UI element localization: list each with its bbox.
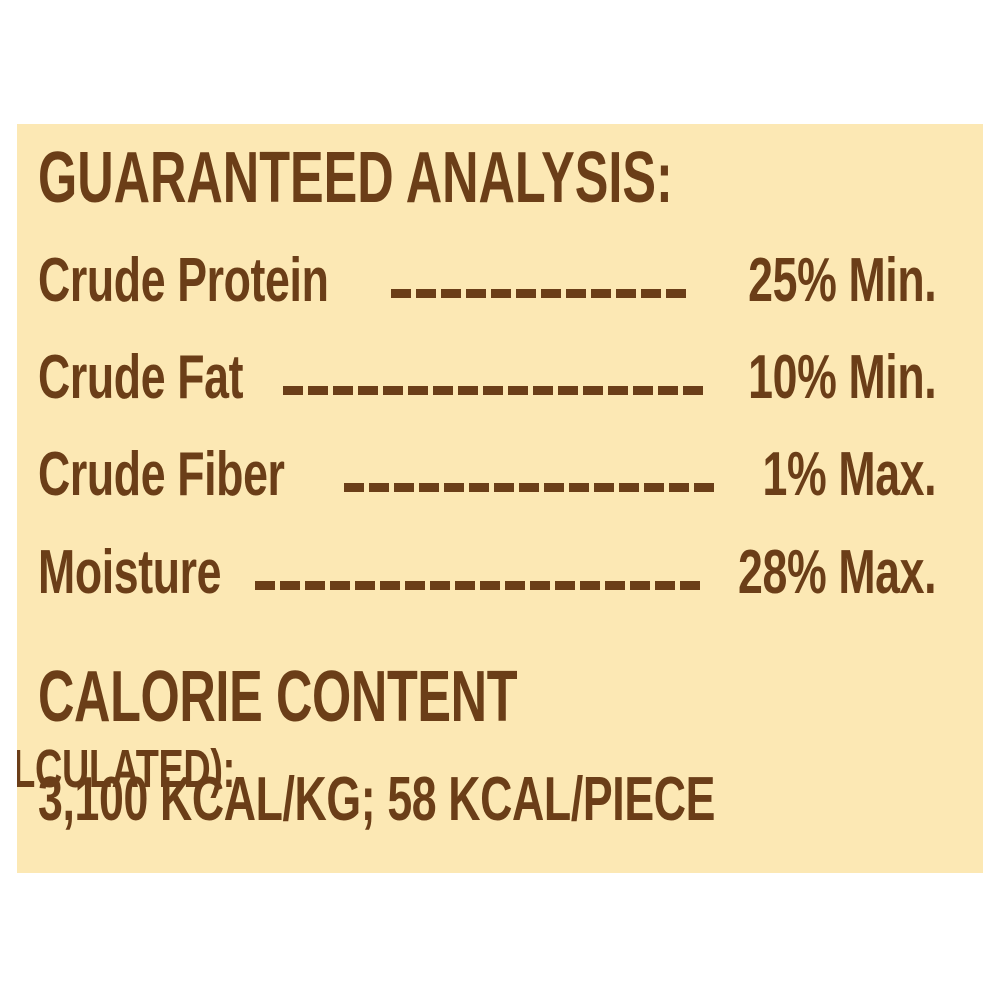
leader-dashes xyxy=(391,289,686,298)
guaranteed-analysis-title: GUARANTEED ANALYSIS: xyxy=(38,138,673,218)
nutrition-label-panel: GUARANTEED ANALYSIS: Crude Protein 25% M… xyxy=(17,124,983,873)
nutrient-row-crude-fiber: Crude Fiber 1% Max. xyxy=(17,444,983,514)
nutrient-name: Crude Fiber xyxy=(38,440,285,509)
calorie-content-value: 3,100 KCAL/KG; 58 KCAL/PIECE xyxy=(38,765,716,834)
nutrient-value: 10% Min. xyxy=(747,343,936,412)
nutrient-value: 28% Max. xyxy=(737,538,936,607)
calorie-content-heading-sub: (ME CALCULATED): xyxy=(17,739,235,799)
leader-dashes xyxy=(283,386,703,395)
nutrient-row-moisture: Moisture 28% Max. xyxy=(17,542,983,612)
nutrient-name: Crude Protein xyxy=(38,246,329,315)
nutrient-value: 25% Min. xyxy=(747,246,936,315)
nutrient-value: 1% Max. xyxy=(762,440,936,509)
calorie-content-heading-main: CALORIE CONTENT xyxy=(38,657,518,737)
nutrient-row-crude-fat: Crude Fat 10% Min. xyxy=(17,347,983,417)
leader-dashes xyxy=(344,483,714,492)
nutrient-name: Crude Fat xyxy=(38,343,244,412)
nutrient-name: Moisture xyxy=(38,538,222,607)
calorie-content-heading: CALORIE CONTENT(ME CALCULATED): xyxy=(17,657,983,799)
leader-dashes xyxy=(255,581,700,590)
nutrient-row-crude-protein: Crude Protein 25% Min. xyxy=(17,250,983,320)
